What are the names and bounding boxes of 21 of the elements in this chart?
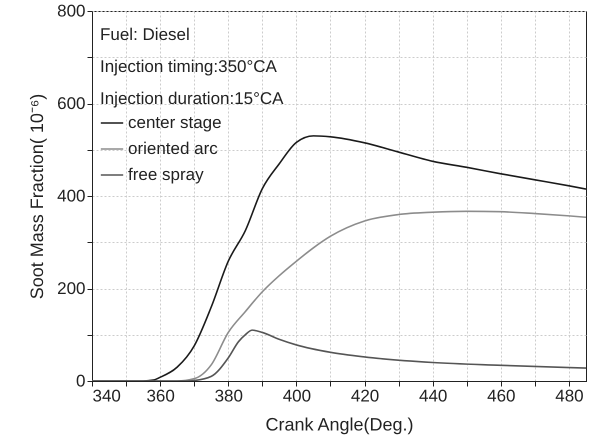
y-axis-title: Soot Mass Fraction( 10⁻⁶) — [27, 94, 48, 300]
x-tick-label: 460 — [487, 386, 516, 406]
annotation: Injection duration:15°CA — [100, 89, 284, 108]
y-tick-label: 600 — [57, 94, 86, 113]
legend-label: oriented arc — [128, 139, 218, 158]
legend-label: free spray — [128, 165, 204, 184]
x-tick-label: 340 — [92, 386, 121, 406]
x-tick-label: 380 — [214, 386, 243, 406]
x-tick-label: 440 — [419, 386, 448, 406]
y-tick-label: 800 — [57, 2, 86, 20]
legend-label: center stage — [128, 113, 222, 132]
x-tick-label: 420 — [350, 386, 380, 406]
annotation: Injection timing:350°CA — [100, 57, 278, 76]
x-axis-title: Crank Angle(Deg.) — [265, 414, 414, 434]
x-tick-label: 480 — [555, 386, 584, 406]
x-tick-label: 360 — [146, 386, 175, 406]
annotation: Fuel: Diesel — [100, 25, 190, 44]
y-tick-label: 200 — [57, 279, 86, 298]
x-tick-label: 400 — [282, 386, 312, 406]
y-tick-label: 400 — [57, 186, 86, 206]
y-tick-label: 0 — [76, 372, 86, 390]
